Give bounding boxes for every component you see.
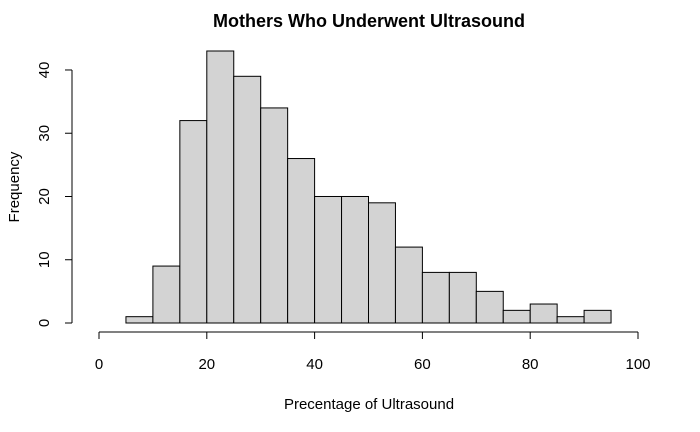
bar — [152, 265, 181, 324]
bar — [125, 316, 154, 324]
bar — [341, 195, 369, 324]
x-axis: 0 20 40 60 80 100 — [95, 331, 651, 373]
bar — [314, 195, 343, 324]
chart-title: Mothers Who Underwent Ultrasound — [213, 11, 525, 31]
bar — [448, 271, 477, 324]
bar — [287, 158, 316, 324]
y-axis-label: Frequency — [6, 151, 23, 222]
x-axis-label: Precentage of Ultrasound — [284, 396, 454, 413]
y-tick-label: 0 — [36, 319, 53, 327]
bar — [368, 202, 396, 324]
y-tick-label: 10 — [36, 251, 53, 268]
bar — [233, 75, 262, 324]
y-axis: 0 10 20 30 40 — [36, 62, 73, 327]
bar — [206, 50, 235, 324]
bar — [556, 316, 585, 324]
x-tick-label: 80 — [522, 356, 539, 373]
x-tick-label: 60 — [414, 356, 431, 373]
y-tick-label: 20 — [36, 188, 53, 205]
bar — [583, 309, 612, 324]
y-tick-label: 30 — [36, 125, 53, 142]
bar — [179, 120, 208, 324]
x-tick-label: 40 — [306, 356, 323, 373]
bars-group — [125, 50, 612, 324]
bar — [529, 303, 558, 324]
x-tick-label: 100 — [625, 356, 650, 373]
bar — [502, 309, 531, 324]
x-tick-label: 20 — [198, 356, 215, 373]
y-tick-label: 40 — [36, 62, 53, 79]
bar — [475, 290, 504, 324]
bar — [421, 271, 450, 324]
bar — [260, 107, 289, 324]
x-tick-label: 0 — [95, 356, 103, 373]
bar — [394, 246, 423, 324]
